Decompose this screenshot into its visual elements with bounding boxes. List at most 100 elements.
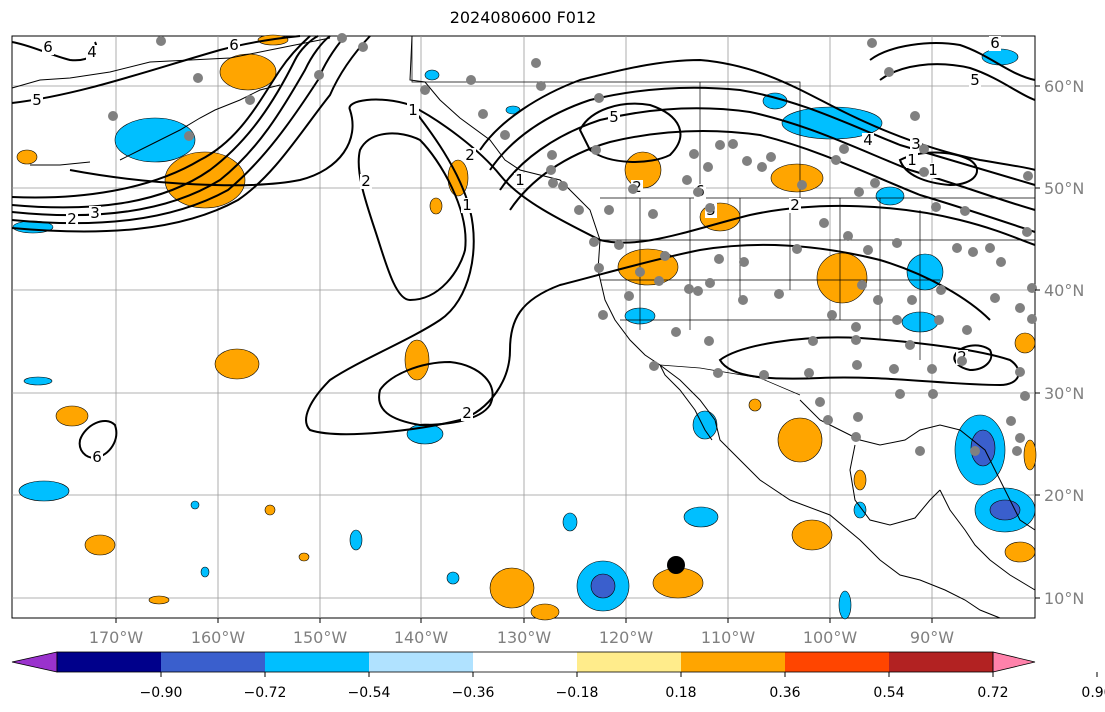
contour-label: 6 [92, 448, 102, 466]
station-dot [827, 310, 837, 320]
anomaly-area [489, 567, 535, 609]
contour-label: 1 [907, 151, 917, 169]
station-dot [728, 139, 738, 149]
contour-label: 1 [408, 101, 418, 119]
station-dot [792, 244, 802, 254]
storm-center-marker [667, 556, 685, 574]
station-dot [547, 150, 557, 160]
anomaly-area [214, 348, 260, 380]
contour-label: 2 [67, 210, 77, 228]
station-dot [704, 336, 714, 346]
station-dot [738, 295, 748, 305]
colorbar-segment [369, 652, 473, 672]
station-dot [1022, 227, 1032, 237]
colorbar-segment [785, 652, 889, 672]
map-panel: 6456231212652654311212265 [11, 33, 1037, 621]
station-dot [968, 247, 978, 257]
station-dot [757, 162, 767, 172]
contour-label-bg [862, 133, 874, 148]
colorbar-segment [577, 652, 681, 672]
lat-tick-label: 30°N [1044, 384, 1084, 403]
colorbar-tick-label: −0.72 [244, 685, 287, 701]
contour-label: 2 [361, 172, 371, 190]
station-dot [714, 254, 724, 264]
contour-label-bg [31, 93, 43, 108]
anomaly-area [816, 252, 868, 304]
station-dot [839, 144, 849, 154]
station-dot [985, 243, 995, 253]
anomaly-area [875, 186, 905, 206]
anomaly-area [446, 571, 460, 585]
station-dot [1027, 283, 1037, 293]
colorbar-arrow-right [992, 651, 1036, 673]
anomaly-area [1023, 439, 1037, 471]
station-dot [766, 152, 776, 162]
station-dot [1015, 303, 1025, 313]
anomaly-area [114, 117, 196, 163]
station-dot [624, 291, 634, 301]
lon-tick-label: 170°W [89, 628, 144, 647]
station-dot [970, 446, 980, 456]
longitude-tick-labels: 170°W 160°W 150°W 140°W 130°W 120°W 110°W 100°W… [89, 618, 954, 647]
colorbar-segment [265, 652, 369, 672]
lon-tick-label: 90°W [910, 628, 954, 647]
station-dot [952, 243, 962, 253]
contour-label-bg [910, 137, 922, 152]
colorbar-tick-label: 0.18 [665, 685, 696, 701]
contour-label-bg [464, 148, 476, 163]
station-dot [1015, 433, 1025, 443]
station-dot [960, 206, 970, 216]
colorbar-tick-label: −0.36 [452, 685, 495, 701]
station-dot [957, 356, 967, 366]
station-dot [108, 111, 118, 121]
station-dot [1006, 416, 1016, 426]
station-dot [715, 140, 725, 150]
anomaly-area [530, 603, 560, 621]
contour-label-bg [228, 38, 240, 53]
contour-label: 2 [462, 404, 472, 422]
station-dot [693, 187, 703, 197]
station-markers [108, 33, 1037, 456]
latitude-tick-labels: 10°N 20°N 30°N 40°N 50°N 60°N [1035, 77, 1084, 608]
station-dot [742, 156, 752, 166]
colorbar-arrow-left [11, 651, 58, 673]
colorbar-segment [161, 652, 265, 672]
colorbar-tick-label: 0.54 [873, 685, 904, 701]
station-dot [193, 73, 203, 83]
station-dot [759, 370, 769, 380]
station-dot [689, 149, 699, 159]
station-dot [156, 36, 166, 46]
station-dot [990, 293, 1000, 303]
contour-label: 2 [465, 146, 475, 164]
colorbar-tick-label: 0.36 [769, 685, 800, 701]
station-dot [919, 144, 929, 154]
station-dot [843, 231, 853, 241]
station-dot [910, 111, 920, 121]
anomaly-area [200, 566, 210, 578]
contour-label-bg [407, 103, 419, 118]
contour-label-bg [360, 174, 372, 189]
anomaly-area [791, 519, 833, 551]
lon-tick-label: 150°W [293, 628, 348, 647]
station-dot [831, 155, 841, 165]
anomaly-area [349, 529, 363, 551]
station-dot [889, 364, 899, 374]
anomaly-area [853, 501, 867, 519]
station-dot [815, 397, 825, 407]
contour-label: 3 [911, 135, 921, 153]
station-dot [1020, 391, 1030, 401]
lon-tick-label: 160°W [191, 628, 246, 647]
anomaly-area [404, 339, 430, 381]
colorbar-tick-labels: −0.90 −0.72 −0.54 −0.36 −0.18 0.18 0.36 0.54 0.7… [140, 672, 1105, 701]
station-dot [1023, 171, 1033, 181]
station-dot [852, 360, 862, 370]
lon-tick-label: 110°W [701, 628, 756, 647]
station-dot [591, 145, 601, 155]
lat-tick-label: 50°N [1044, 179, 1084, 198]
station-dot [703, 162, 713, 172]
anomaly-area [838, 590, 852, 620]
station-dot [927, 364, 937, 374]
station-dot [1027, 314, 1037, 324]
station-dot [907, 295, 917, 305]
